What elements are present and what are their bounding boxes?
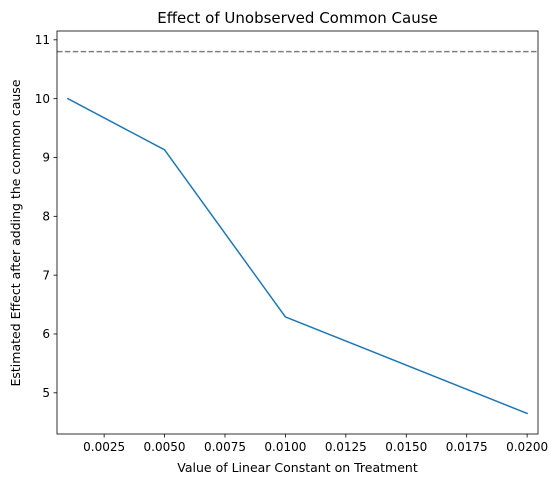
plot-area: 0.0025 0.0050 0.0075 0.0100 0.0125 0.0150 0.01… [35,30,548,454]
x-tick-label: 0.0050 [144,440,186,454]
x-axis-label: Value of Linear Constant on Treatment [177,460,418,475]
x-tick-label: 0.0200 [506,440,548,454]
y-tick-label: 7 [42,268,50,282]
x-tick-label: 0.0175 [446,440,488,454]
x-tick-label: 0.0150 [385,440,427,454]
y-tick-label: 9 [42,151,50,165]
y-tick-label: 11 [35,33,50,47]
x-tick-label: 0.0125 [325,440,367,454]
chart-title: Effect of Unobserved Common Cause [157,9,438,27]
y-tick-label: 10 [35,92,50,106]
x-tick-label: 0.0025 [83,440,125,454]
x-tick-label: 0.0100 [264,440,306,454]
series-line-0 [66,97,529,415]
y-tick-label: 6 [42,327,50,341]
y-axis-label: Estimated Effect after adding the common… [8,79,23,386]
x-tick-label: 0.0075 [204,440,246,454]
axes-frame [56,30,539,435]
y-tick-label: 5 [42,386,50,400]
y-tick-label: 8 [42,210,50,224]
